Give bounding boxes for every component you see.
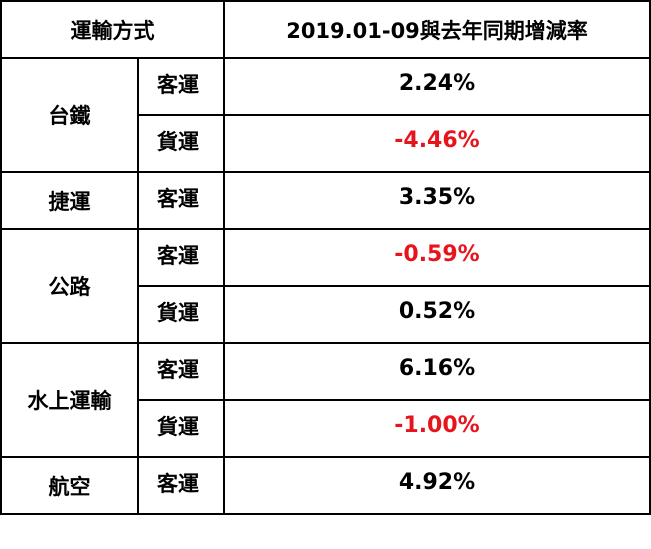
table-row: 台鐵 客運 2.24%: [0, 57, 651, 173]
table-row: 捷運 客運 3.35%: [0, 171, 651, 230]
table-row: 貨運 -4.46%: [1, 114, 651, 173]
rate-cell: 3.35%: [223, 171, 651, 230]
table-row: 貨運 0.52%: [1, 285, 651, 344]
type-cell: 客運: [137, 171, 225, 230]
mode-cell: 航空: [0, 456, 139, 515]
mode-cell: 水上運輸: [0, 342, 139, 458]
header-mode: 運輸方式: [0, 0, 225, 59]
rate-cell: -0.59%: [223, 228, 651, 287]
type-cell: 貨運: [137, 285, 225, 344]
type-cell: 客運: [137, 342, 225, 401]
header-rate: 2019.01-09與去年同期增減率: [223, 0, 651, 59]
rate-cell: 6.16%: [223, 342, 651, 401]
type-cell: 客運: [137, 228, 225, 287]
transport-growth-table: 運輸方式 2019.01-09與去年同期增減率 台鐵 客運 2.24% 貨運 -…: [0, 0, 651, 515]
mode-cell: 台鐵: [0, 57, 139, 173]
table-row: 航空 客運 4.92%: [0, 456, 651, 515]
table-row: 貨運 -1.00%: [1, 399, 651, 458]
table-row: 公路 客運 -0.59%: [0, 228, 651, 344]
mode-cell: 公路: [0, 228, 139, 344]
type-cell: 客運: [137, 57, 225, 116]
type-cell: 客運: [137, 456, 225, 515]
rate-cell: 4.92%: [223, 456, 651, 515]
rate-cell: -4.46%: [223, 114, 651, 173]
mode-cell: 捷運: [0, 171, 139, 230]
table-row: 水上運輸 客運 6.16%: [0, 342, 651, 458]
type-cell: 貨運: [137, 114, 225, 173]
rate-cell: -1.00%: [223, 399, 651, 458]
type-cell: 貨運: [137, 399, 225, 458]
rate-cell: 0.52%: [223, 285, 651, 344]
rate-cell: 2.24%: [223, 57, 651, 116]
header-row: 運輸方式 2019.01-09與去年同期增減率: [0, 0, 651, 59]
